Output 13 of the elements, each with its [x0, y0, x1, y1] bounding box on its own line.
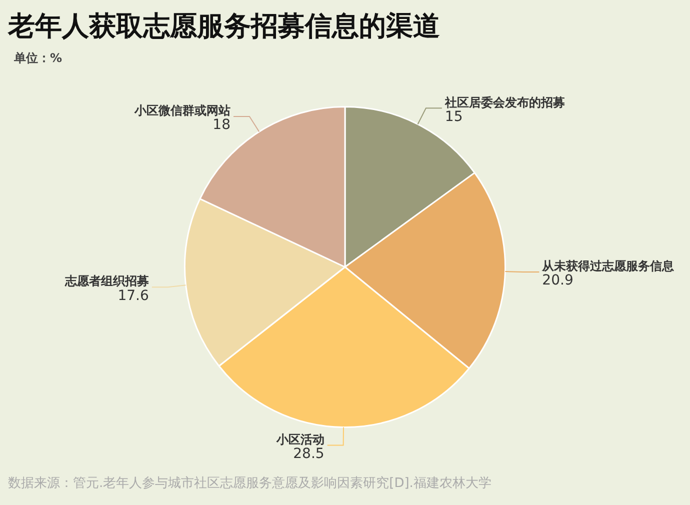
data-label: 28.5: [293, 446, 324, 462]
source-note: 数据来源：管元.老年人参与城市社区志愿服务意愿及影响因素研究[D].福建农林大学: [8, 475, 492, 492]
chart-subtitle: 单位：%: [14, 50, 62, 67]
slice-label: 从未获得过志愿服务信息: [541, 259, 676, 274]
data-label: 15: [444, 108, 463, 125]
data-label: 17.6: [118, 288, 149, 304]
slice-label: 社区居委会发布的招募: [444, 95, 565, 110]
slice-label: 志愿者组织招募: [64, 274, 149, 288]
data-label: 18: [212, 117, 230, 134]
data-label: 20.9: [542, 272, 574, 289]
slice-label: 小区活动: [275, 432, 324, 446]
slice-label: 小区微信群或网站: [133, 104, 230, 118]
chart-title: 老年人获取志愿服务招募信息的渠道: [8, 10, 440, 44]
